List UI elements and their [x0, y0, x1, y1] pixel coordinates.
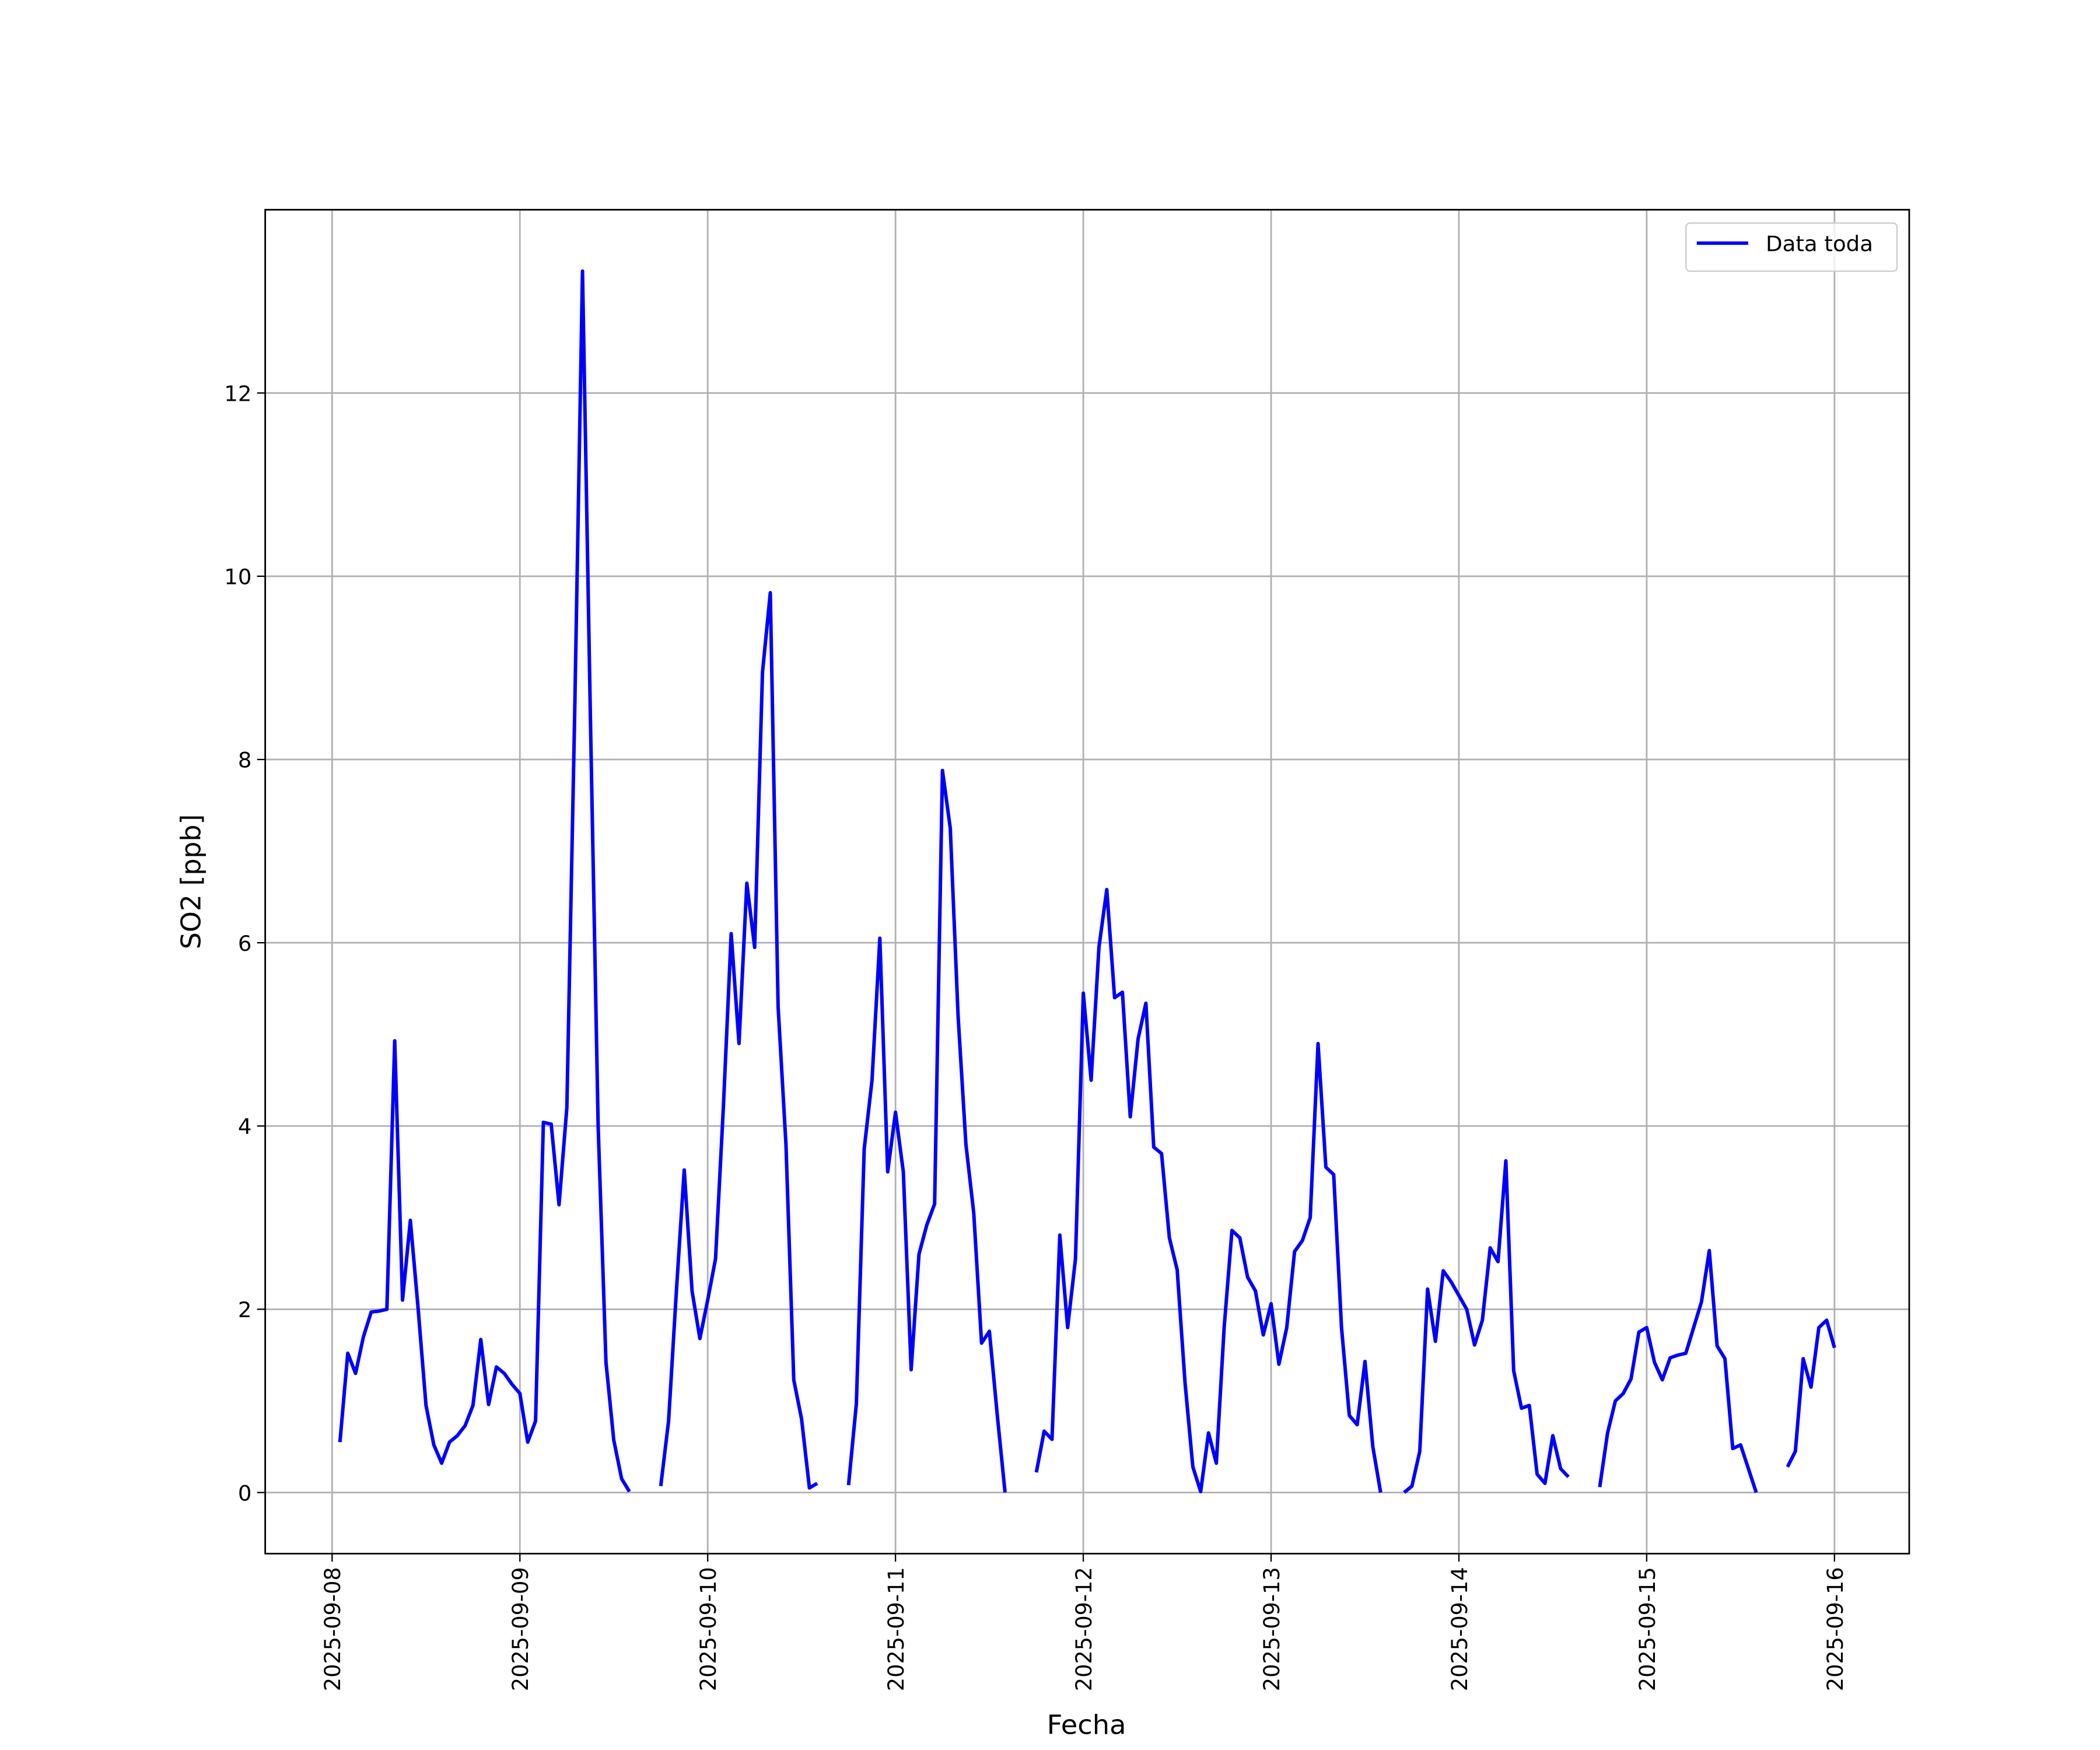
legend-label: Data toda	[1766, 232, 1873, 257]
x-tick-label: 2025-09-15	[1635, 1567, 1660, 1691]
x-axis-label: Fecha	[1047, 1709, 1126, 1741]
y-tick-label: 10	[224, 565, 251, 590]
y-tick-label: 6	[238, 931, 252, 956]
x-tick-label: 2025-09-09	[508, 1567, 533, 1691]
x-tick-label: 2025-09-16	[1823, 1567, 1848, 1691]
legend: Data toda	[1685, 222, 1898, 272]
y-tick-label: 12	[224, 382, 251, 407]
y-axis-label: SO2 [ppb]	[175, 814, 206, 950]
x-tick-label: 2025-09-08	[320, 1567, 345, 1691]
y-tick-label: 2	[238, 1297, 252, 1322]
y-tick-label: 8	[238, 748, 252, 773]
x-tick-label: 2025-09-13	[1259, 1567, 1284, 1691]
x-tick-label: 2025-09-14	[1447, 1567, 1472, 1691]
x-tick-label: 2025-09-10	[696, 1567, 721, 1691]
y-tick-label: 0	[238, 1481, 252, 1506]
data-line	[338, 269, 1836, 1494]
legend-box	[1685, 222, 1898, 272]
x-tick-label: 2025-09-12	[1072, 1567, 1097, 1691]
y-tick-label: 4	[238, 1114, 252, 1139]
plot-frame	[264, 209, 1910, 1555]
x-tick-label: 2025-09-11	[884, 1567, 909, 1691]
